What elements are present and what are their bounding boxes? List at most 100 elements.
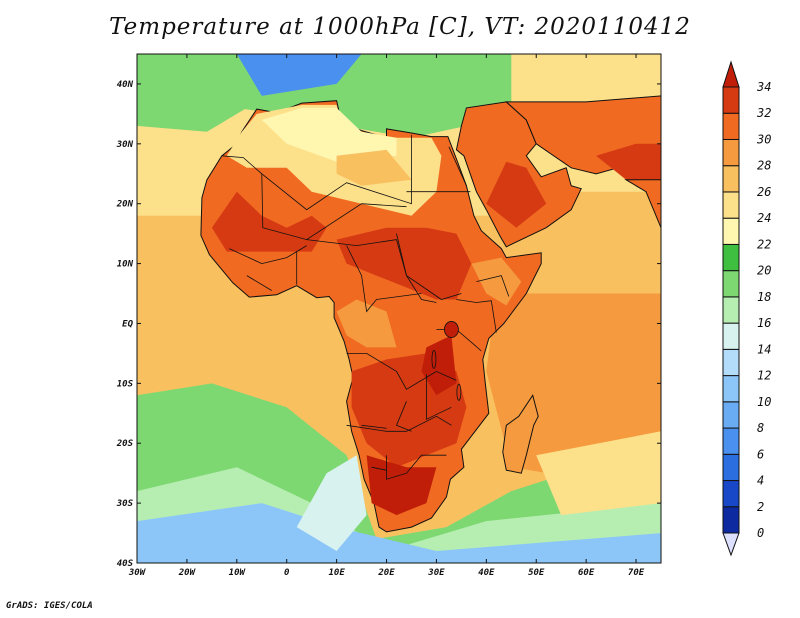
colorbar-label: 20 bbox=[757, 264, 771, 278]
indian-ocean-south bbox=[536, 431, 661, 516]
colorbar-swatch bbox=[722, 375, 740, 403]
colorbar-label: 2 bbox=[757, 500, 764, 514]
lon-tick-label: 30W bbox=[128, 568, 147, 578]
europe-cool bbox=[236, 54, 362, 96]
kalahari-hot bbox=[366, 455, 437, 516]
country-border bbox=[346, 352, 457, 390]
southern-ocean bbox=[137, 503, 661, 563]
benguela-cold-water bbox=[296, 455, 367, 551]
country-border bbox=[346, 245, 422, 313]
axis-ticks: 30W 20W 10W 0 10E 20E 30E 40E 50E 60E 70E 40N 30N 20N… bbox=[116, 54, 661, 578]
lon-tick-label: 20W bbox=[178, 568, 197, 578]
colorbar-swatch bbox=[722, 138, 740, 167]
country-border bbox=[396, 233, 437, 303]
colorbar-swatch bbox=[722, 165, 740, 193]
temperature-map bbox=[137, 54, 662, 563]
country-border bbox=[371, 466, 387, 471]
colorbar-label: 22 bbox=[757, 237, 771, 251]
country-border bbox=[425, 374, 452, 420]
lon-tick-label: 20E bbox=[377, 568, 395, 578]
map-title: Temperature at 1000hPa [C], VT: 20201104… bbox=[109, 14, 691, 40]
congo-basin bbox=[336, 299, 397, 348]
horn-of-africa bbox=[471, 257, 522, 306]
colorbar-label: 4 bbox=[757, 474, 764, 488]
arabian-sea bbox=[561, 191, 661, 294]
country-border bbox=[456, 299, 497, 333]
lat-tick-label: EQ bbox=[122, 319, 133, 329]
colorbar-label: 18 bbox=[757, 290, 771, 304]
colorbar-label: 30 bbox=[756, 132, 771, 146]
colorbar-swatch bbox=[722, 506, 740, 534]
lake-tanganyika bbox=[431, 349, 437, 369]
lat-tick-label: 20S bbox=[116, 439, 134, 449]
lon-tick-label: 30E bbox=[427, 568, 445, 578]
lon-tick-label: 70E bbox=[628, 568, 645, 578]
colorbar-label: 0 bbox=[757, 526, 764, 540]
colorbar-label: 26 bbox=[757, 185, 771, 199]
pakistan-hot bbox=[596, 143, 661, 180]
lon-tick-label: 50E bbox=[528, 568, 545, 578]
west-africa-hot bbox=[211, 191, 327, 252]
colorbar-label: 12 bbox=[757, 369, 771, 383]
country-border bbox=[386, 454, 447, 480]
country-border bbox=[246, 275, 272, 291]
lat-tick-label: 30S bbox=[116, 499, 134, 509]
country-border bbox=[346, 415, 452, 432]
grads-credit: GrADS: IGES/COLA bbox=[6, 601, 93, 611]
colorbar-label: 24 bbox=[757, 211, 771, 225]
colorbar-swatch bbox=[722, 427, 740, 455]
north-africa-coast bbox=[261, 107, 397, 162]
country-border bbox=[476, 275, 510, 297]
country-border bbox=[361, 424, 387, 429]
colorbar-label: 10 bbox=[757, 395, 771, 409]
lon-tick-label: 10E bbox=[328, 568, 345, 578]
country-border bbox=[221, 134, 412, 211]
colorbar-label: 16 bbox=[757, 316, 771, 330]
lat-tick-label: 20N bbox=[116, 200, 134, 210]
colorbar-swatch bbox=[722, 86, 740, 114]
colorbar-swatch bbox=[722, 217, 740, 245]
colorbar-label: 28 bbox=[757, 159, 771, 173]
colorbar-swatch bbox=[722, 243, 740, 272]
colorbar-label: 34 bbox=[756, 80, 771, 94]
lat-tick-label: 40N bbox=[117, 80, 134, 90]
lon-tick-label: 10W bbox=[229, 568, 247, 578]
lon-tick-label: 0 bbox=[284, 568, 290, 578]
lat-tick-label: 40S bbox=[117, 559, 134, 569]
country-border bbox=[448, 146, 467, 186]
lon-tick-label: 40E bbox=[478, 568, 495, 578]
colorbar-swatch bbox=[722, 348, 740, 377]
map-border bbox=[136, 53, 662, 564]
colorbar-label: 6 bbox=[757, 447, 764, 461]
lat-tick-label: 10N bbox=[117, 260, 134, 270]
map-frame bbox=[136, 53, 662, 564]
colorbar-min-triangle bbox=[722, 532, 740, 557]
colorbar-swatch bbox=[722, 480, 740, 508]
colorbar-max-triangle bbox=[722, 60, 740, 88]
madagascar bbox=[502, 394, 539, 474]
lake-victoria bbox=[443, 321, 459, 338]
country-border bbox=[395, 401, 412, 432]
lat-tick-label: 30N bbox=[116, 140, 134, 150]
colorbar-swatch bbox=[722, 191, 740, 219]
colorbar-swatch bbox=[722, 270, 740, 298]
lake-malawi bbox=[456, 383, 462, 401]
colorbar-swatch bbox=[722, 453, 740, 482]
libya-interior bbox=[336, 149, 412, 186]
arabia-interior-hot bbox=[486, 161, 547, 228]
country-border bbox=[229, 245, 307, 265]
lat-tick-label: 10S bbox=[117, 379, 134, 389]
colorbar-swatch bbox=[722, 112, 740, 140]
east-africa-hot bbox=[421, 335, 457, 396]
colorbar-swatch bbox=[722, 296, 740, 324]
north-atlantic-cool bbox=[137, 54, 262, 132]
colorbar-label: 14 bbox=[757, 342, 771, 356]
colorbar-label: 32 bbox=[756, 106, 771, 120]
colorbar-swatch bbox=[722, 401, 740, 429]
lon-tick-label: 60E bbox=[578, 568, 595, 578]
colorbar-label: 8 bbox=[757, 421, 764, 435]
colorbar-swatch bbox=[722, 322, 740, 350]
country-border bbox=[306, 239, 462, 300]
